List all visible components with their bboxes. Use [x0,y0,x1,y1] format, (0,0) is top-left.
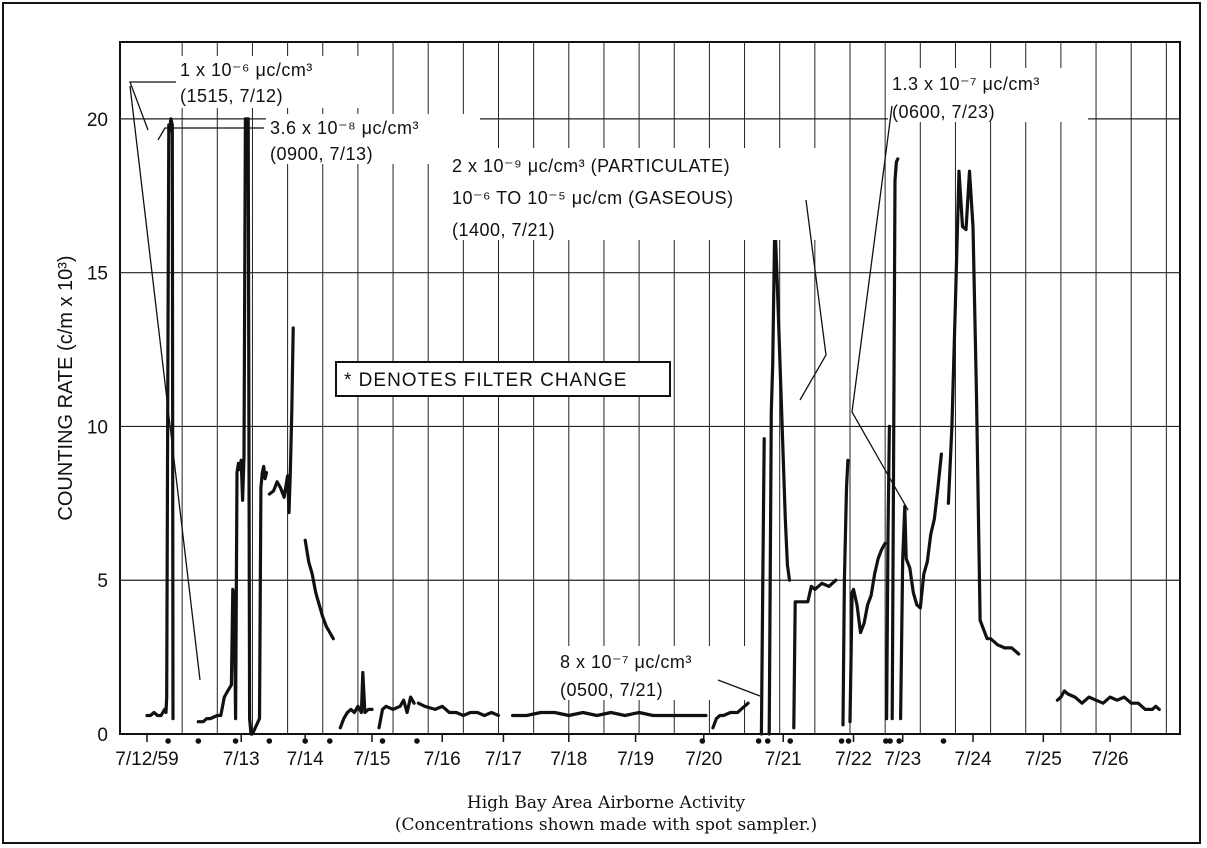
y-tick-label: 20 [87,110,108,131]
x-tick-label: 7/24 [955,749,992,770]
series-line-10 [759,437,766,736]
filter-change-dot [165,738,171,744]
y-axis-title: COUNTING RATE (c/m x 10³) [55,255,77,520]
legend: * DENOTES FILTER CHANGE [335,361,671,397]
x-tick-label: 7/12/59 [115,749,178,770]
series-line-14 [848,541,887,724]
filter-change-dot [302,738,308,744]
filter-change-dot [699,738,706,744]
series-line-6 [377,695,416,730]
filter-change-dot [266,738,273,744]
filter-change-dot [887,738,893,744]
filter-change-dot [845,738,852,744]
series-line-19 [1055,689,1161,711]
annotation-1-line-2: (1515, 7/12) [180,86,283,106]
x-tick-label: 7/22 [835,749,872,770]
series-line-3 [267,326,295,515]
annotation-2: 3.6 x 10⁻⁸ μc/cm³ (0900, 7/13) [266,114,480,164]
leader-1b [129,85,201,681]
filter-change-markers [165,738,947,744]
annotation-4-line-1: 1.3 x 10⁻⁷ μc/cm³ [892,74,1040,94]
x-tick-label: 7/19 [617,749,654,770]
x-tick-label: 7/17 [485,749,522,770]
filter-change-dot [379,738,386,744]
x-tick-label: 7/16 [424,749,461,770]
series-line-15 [885,424,891,721]
filter-change-dot [195,738,202,744]
x-tick-label: 7/15 [353,749,390,770]
x-tick-label: 7/18 [550,749,587,770]
caption-line-1: High Bay Area Airborne Activity [467,793,746,813]
leader-5 [717,679,761,697]
series-line-8 [511,710,708,718]
annotation-3-line-2: 10⁻⁶ TO 10⁻⁵ μc/cm (GASEOUS) [452,188,734,208]
leader-1a [129,81,176,131]
series-line-4 [303,538,335,641]
y-tick-label: 5 [97,571,108,592]
series-line-2 [196,117,269,736]
leader-3 [799,199,827,401]
x-tick-label: 7/20 [685,749,722,770]
filter-change-dot [414,738,420,744]
annotation-1-line-1: 1 x 10⁻⁶ μc/cm³ [180,60,313,80]
x-tick-label: 7/21 [765,749,802,770]
filter-change-dot [883,738,889,744]
x-tick-labels: 7/12/59 7/13 7/14 7/15 7/16 7/17 7/18 7/19 7/20 7… [115,734,1129,770]
filter-change-dot [896,738,903,744]
series-line-1 [145,117,175,721]
annotation-4: 1.3 x 10⁻⁷ μc/cm³ (0600, 7/23) [888,68,1088,122]
annotation-5-line-1: 8 x 10⁻⁷ μc/cm³ [560,652,692,672]
caption-line-2: (Concentrations shown made with spot sam… [395,815,817,835]
annotation-3-line-1: 2 x 10⁻⁹ μc/cm³ (PARTICULATE) [452,156,730,176]
series-lines [145,117,1161,736]
legend-box [335,361,671,397]
filter-change-dot [940,738,947,744]
series-line-12 [792,578,838,730]
leader-4 [851,105,909,511]
annotation-2-line-2: (0900, 7/13) [270,144,373,164]
series-line-7 [416,701,501,718]
y-tick-label: 15 [87,264,108,285]
x-tick-label: 7/14 [287,749,324,770]
y-tick-label: 0 [97,725,108,746]
series-line-13 [841,458,850,727]
annotation-5: 8 x 10⁻⁷ μc/cm³ (0500, 7/21) [556,646,756,700]
series-line-11 [767,218,792,736]
series-line-16 [890,157,900,721]
filter-change-dot [787,738,794,744]
y-tick-label: 10 [87,417,108,438]
annotation-4-line-2: (0600, 7/23) [892,102,995,122]
annotation-3: 2 x 10⁻⁹ μc/cm³ (PARTICULATE) 10⁻⁶ TO 10… [448,148,820,240]
filter-change-dot [326,738,333,744]
x-tick-label: 7/13 [223,749,260,770]
filter-change-dot [764,738,771,744]
annotation-3-line-3: (1400, 7/21) [452,220,555,240]
series-line-18 [946,169,1021,656]
annotation-1: 1 x 10⁻⁶ μc/cm³ (1515, 7/12) [176,56,376,108]
x-tick-label: 7/26 [1092,749,1129,770]
filter-change-dot [755,738,762,744]
annotation-leaders [129,81,909,697]
plot-area [119,41,1181,735]
filter-change-dot [838,738,845,744]
x-tick-label: 7/25 [1025,749,1062,770]
y-tick-labels: 0 5 10 15 20 [87,110,108,746]
x-tick-label: 7/23 [884,749,921,770]
filter-change-dot [232,738,239,744]
series-line-5 [338,670,374,730]
legend-text: * DENOTES FILTER CHANGE [344,370,627,391]
leader-2 [157,127,264,141]
series-line-9 [711,701,750,730]
annotation-2-line-1: 3.6 x 10⁻⁸ μc/cm³ [270,118,419,138]
series-line-17 [899,452,943,721]
annotation-5-line-2: (0500, 7/21) [560,680,663,700]
